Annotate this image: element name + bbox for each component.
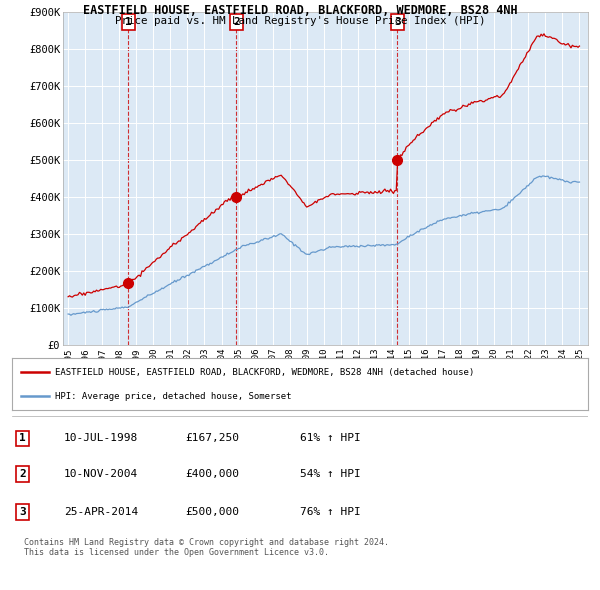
Text: 54% ↑ HPI: 54% ↑ HPI — [300, 469, 361, 479]
Text: 10-NOV-2004: 10-NOV-2004 — [64, 469, 138, 479]
Text: £500,000: £500,000 — [185, 507, 239, 517]
Text: HPI: Average price, detached house, Somerset: HPI: Average price, detached house, Some… — [55, 392, 292, 401]
Text: 10-JUL-1998: 10-JUL-1998 — [64, 433, 138, 443]
Text: EASTFIELD HOUSE, EASTFIELD ROAD, BLACKFORD, WEDMORE, BS28 4NH: EASTFIELD HOUSE, EASTFIELD ROAD, BLACKFO… — [83, 4, 517, 17]
Text: 61% ↑ HPI: 61% ↑ HPI — [300, 433, 361, 443]
Text: 3: 3 — [19, 507, 26, 517]
Text: 1: 1 — [125, 17, 132, 27]
Text: Price paid vs. HM Land Registry's House Price Index (HPI): Price paid vs. HM Land Registry's House … — [115, 16, 485, 26]
Text: Contains HM Land Registry data © Crown copyright and database right 2024.
This d: Contains HM Land Registry data © Crown c… — [24, 538, 389, 558]
Text: 76% ↑ HPI: 76% ↑ HPI — [300, 507, 361, 517]
Text: 2: 2 — [19, 469, 26, 479]
Text: £400,000: £400,000 — [185, 469, 239, 479]
Text: 3: 3 — [394, 17, 401, 27]
Text: 25-APR-2014: 25-APR-2014 — [64, 507, 138, 517]
Text: 2: 2 — [233, 17, 240, 27]
Text: £167,250: £167,250 — [185, 433, 239, 443]
Text: EASTFIELD HOUSE, EASTFIELD ROAD, BLACKFORD, WEDMORE, BS28 4NH (detached house): EASTFIELD HOUSE, EASTFIELD ROAD, BLACKFO… — [55, 368, 475, 376]
Text: 1: 1 — [19, 433, 26, 443]
